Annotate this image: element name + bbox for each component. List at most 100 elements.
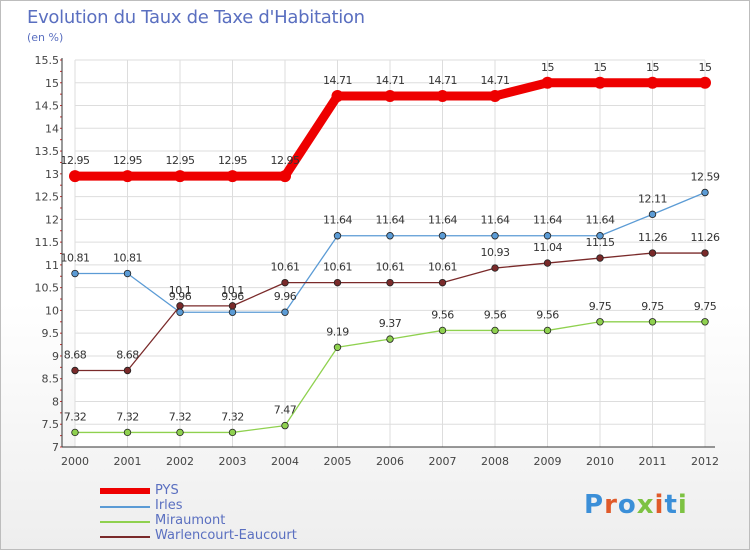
data-label-3: 10.61 xyxy=(271,261,300,274)
series-point-3 xyxy=(123,366,132,375)
series-point-1 xyxy=(701,188,709,197)
y-tick-label: 8 xyxy=(52,395,59,408)
y-tick-label: 15.5 xyxy=(35,54,60,67)
y-tick-label: 13.5 xyxy=(35,145,60,158)
series-point-2 xyxy=(438,326,447,335)
data-label-3: 11.15 xyxy=(586,236,615,249)
y-minor-tick xyxy=(60,264,62,266)
series-point-1 xyxy=(648,210,657,219)
legend-swatch-irles xyxy=(100,506,150,508)
x-tick-label: 2009 xyxy=(534,455,562,468)
y-minor-tick xyxy=(60,435,62,437)
data-label-0: 12.95 xyxy=(61,154,90,167)
data-label-3: 11.26 xyxy=(638,231,667,244)
series-point-2 xyxy=(123,428,132,437)
data-label-3: 10.61 xyxy=(376,261,405,274)
series-point-2 xyxy=(71,428,79,437)
y-minor-tick xyxy=(60,446,62,448)
series-point-2 xyxy=(176,428,184,437)
series-point-1 xyxy=(176,308,184,316)
y-minor-tick xyxy=(60,207,62,209)
data-label-1: 9.96 xyxy=(274,290,297,303)
data-label-1: 9.96 xyxy=(221,290,244,303)
pys-point xyxy=(279,170,291,183)
data-label-0: 15 xyxy=(541,61,554,74)
pys-point xyxy=(174,170,186,183)
series-point-3 xyxy=(228,302,237,310)
y-minor-tick xyxy=(60,116,62,118)
y-tick-label: 14 xyxy=(45,122,59,135)
y-minor-tick xyxy=(60,93,62,95)
x-tick-label: 2001 xyxy=(114,455,142,468)
pys-point xyxy=(436,89,449,102)
y-minor-tick xyxy=(60,70,62,72)
pys-point xyxy=(121,170,134,183)
data-label-3: 10.61 xyxy=(428,261,457,274)
series-point-1 xyxy=(543,232,552,240)
data-label-2: 9.56 xyxy=(431,308,454,321)
series-point-3 xyxy=(176,302,184,310)
logo-letter: r xyxy=(604,490,618,520)
data-label-1: 11.64 xyxy=(586,214,615,227)
y-tick-label: 7.5 xyxy=(42,418,60,431)
legend-swatch-warlencourt xyxy=(100,536,150,538)
data-label-1: 11.64 xyxy=(323,214,352,227)
y-minor-tick xyxy=(60,150,62,152)
y-minor-tick xyxy=(60,59,62,61)
y-minor-tick xyxy=(60,82,62,84)
data-label-0: 14.71 xyxy=(428,74,457,87)
series-point-1 xyxy=(333,232,342,240)
pys-point xyxy=(594,76,606,89)
series-point-1 xyxy=(491,232,499,240)
data-label-2: 7.32 xyxy=(221,410,244,423)
data-label-3: 10.61 xyxy=(323,261,352,274)
series-point-1 xyxy=(386,232,394,240)
x-tick-label: 2005 xyxy=(324,455,352,468)
chart-subtitle: (en %) xyxy=(27,31,64,44)
y-minor-tick xyxy=(60,321,62,323)
series-lines xyxy=(69,76,711,437)
series-point-3 xyxy=(543,259,552,267)
y-tick-label: 12.5 xyxy=(35,191,60,204)
y-minor-tick xyxy=(60,218,62,220)
chart-title: Evolution du Taux de Taxe d'Habitation xyxy=(27,7,365,28)
pys-point xyxy=(384,89,396,102)
series-point-3 xyxy=(281,278,289,287)
x-tick-label: 2007 xyxy=(429,455,457,468)
logo-letter: o xyxy=(617,490,637,520)
data-label-0: 15 xyxy=(646,61,659,74)
data-label-0: 15 xyxy=(594,61,607,74)
grid-lines xyxy=(74,59,706,448)
series-point-1 xyxy=(281,308,289,316)
data-label-2: 9.37 xyxy=(379,317,402,330)
series-point-2 xyxy=(386,335,394,343)
data-label-2: 7.32 xyxy=(169,410,192,423)
series-point-2 xyxy=(491,326,499,335)
proxiti-logo: Proxiti xyxy=(584,490,688,520)
logo-letter: P xyxy=(584,490,605,520)
series-point-2 xyxy=(333,343,342,351)
pys-point xyxy=(331,89,344,102)
y-minor-tick xyxy=(60,241,62,243)
pys-point xyxy=(226,170,239,183)
logo-letter: t xyxy=(664,490,678,520)
legend-swatch-miraumont xyxy=(100,521,150,523)
y-tick-label: 11 xyxy=(45,259,59,272)
y-tick-label: 11.5 xyxy=(35,236,60,249)
data-label-0: 12.95 xyxy=(218,154,247,167)
series-point-2 xyxy=(596,318,604,326)
x-tick-label: 2012 xyxy=(691,455,719,468)
legend-label-warlencourt: Warlencourt-Eaucourt xyxy=(155,528,297,543)
x-tick-label: 2008 xyxy=(481,455,509,468)
y-minor-tick xyxy=(60,400,62,402)
data-label-2: 7.32 xyxy=(116,410,139,423)
data-label-0: 12.95 xyxy=(271,154,300,167)
data-label-2: 9.19 xyxy=(326,325,349,338)
y-minor-tick xyxy=(60,344,62,346)
data-label-2: 7.32 xyxy=(64,410,87,423)
data-label-2: 9.56 xyxy=(536,308,559,321)
series-point-3 xyxy=(386,278,394,287)
y-tick-label: 9.5 xyxy=(42,327,60,340)
series-point-1 xyxy=(438,232,447,240)
